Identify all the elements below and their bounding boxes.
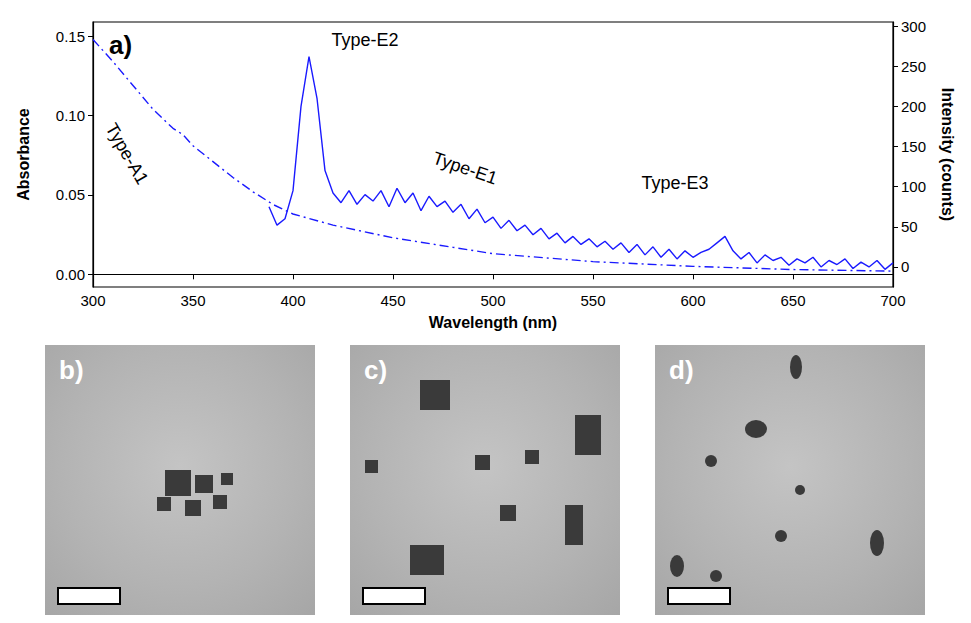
svg-text:300: 300 (901, 18, 926, 35)
svg-text:500: 500 (480, 292, 505, 309)
svg-text:Intensity (counts): Intensity (counts) (939, 88, 956, 221)
svg-text:300: 300 (80, 292, 105, 309)
svg-text:600: 600 (680, 292, 705, 309)
svg-text:400: 400 (280, 292, 305, 309)
html-text:c): c) (364, 355, 388, 385)
html-text:b): b) (59, 355, 84, 385)
svg-text:Absorbance: Absorbance (15, 108, 32, 201)
svg-text:650: 650 (780, 292, 805, 309)
svg-text:700: 700 (880, 292, 905, 309)
svg-text:0.10: 0.10 (56, 107, 85, 124)
svg-text:Type-E1: Type-E1 (430, 148, 500, 189)
svg-text:550: 550 (580, 292, 605, 309)
svg-text:0: 0 (901, 258, 909, 275)
svg-text:Type-E3: Type-E3 (641, 173, 708, 193)
svg-text:150: 150 (901, 138, 926, 155)
svg-text:350: 350 (180, 292, 205, 309)
svg-text:0.00: 0.00 (56, 266, 85, 283)
html-text:d): d) (669, 355, 694, 385)
svg-text:Wavelength (nm): Wavelength (nm) (429, 314, 557, 331)
svg-text:100: 100 (901, 178, 926, 195)
svg-text:250: 250 (901, 58, 926, 75)
svg-text:200: 200 (901, 98, 926, 115)
svg-text:50: 50 (901, 218, 918, 235)
svg-text:450: 450 (380, 292, 405, 309)
svg-text:0.05: 0.05 (56, 186, 85, 203)
svg-text:a): a) (109, 30, 132, 60)
svg-text:Type-E2: Type-E2 (331, 30, 398, 50)
svg-text:Type-A1: Type-A1 (102, 120, 153, 188)
svg-text:0.15: 0.15 (56, 28, 85, 45)
